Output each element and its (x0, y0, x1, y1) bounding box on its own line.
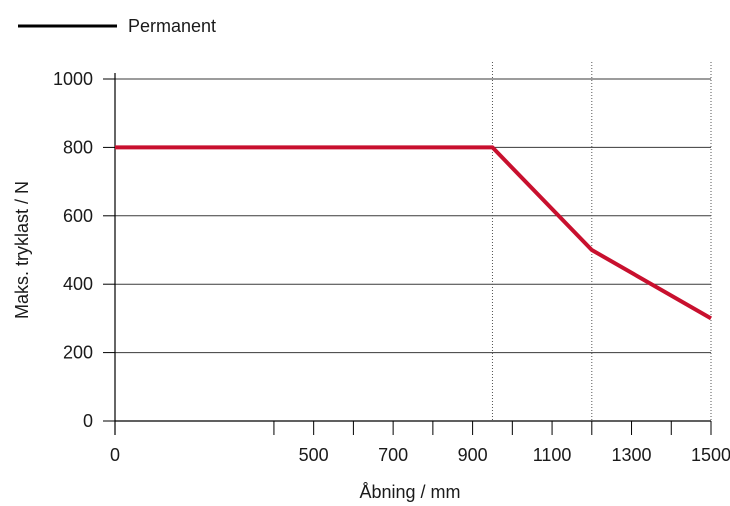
y-tick-label-600: 600 (63, 206, 93, 226)
x-tick-label-1100: 1100 (533, 445, 572, 465)
y-tick-label-200: 200 (63, 343, 93, 363)
y-axis-title: Maks. tryklast / N (12, 181, 32, 319)
grid (115, 78, 711, 354)
x-tick-label-1500: 1500 (691, 445, 730, 465)
x-tick-label-700: 700 (378, 445, 408, 465)
legend: Permanent (18, 16, 216, 36)
x-tick-labels: 0 500 700 900 1100 1300 1500 (110, 445, 730, 465)
x-tick-label-0: 0 (110, 445, 120, 465)
vertical-reference-lines (491, 62, 712, 421)
legend-label: Permanent (128, 16, 216, 36)
y-tick-label-0: 0 (83, 411, 93, 431)
series-line-0 (115, 145, 712, 321)
series (115, 145, 712, 321)
y-tick-label-800: 800 (63, 137, 93, 157)
x-tick-label-1300: 1300 (612, 445, 652, 465)
x-tick-label-900: 900 (458, 445, 488, 465)
y-tick-label-400: 400 (63, 274, 93, 294)
y-tick-label-1000: 1000 (53, 69, 93, 89)
axes (103, 73, 712, 435)
x-axis-title: Åbning / mm (359, 482, 460, 502)
y-tick-labels: 0 200 400 600 800 1000 (53, 69, 93, 431)
x-tick-label-500: 500 (299, 445, 329, 465)
